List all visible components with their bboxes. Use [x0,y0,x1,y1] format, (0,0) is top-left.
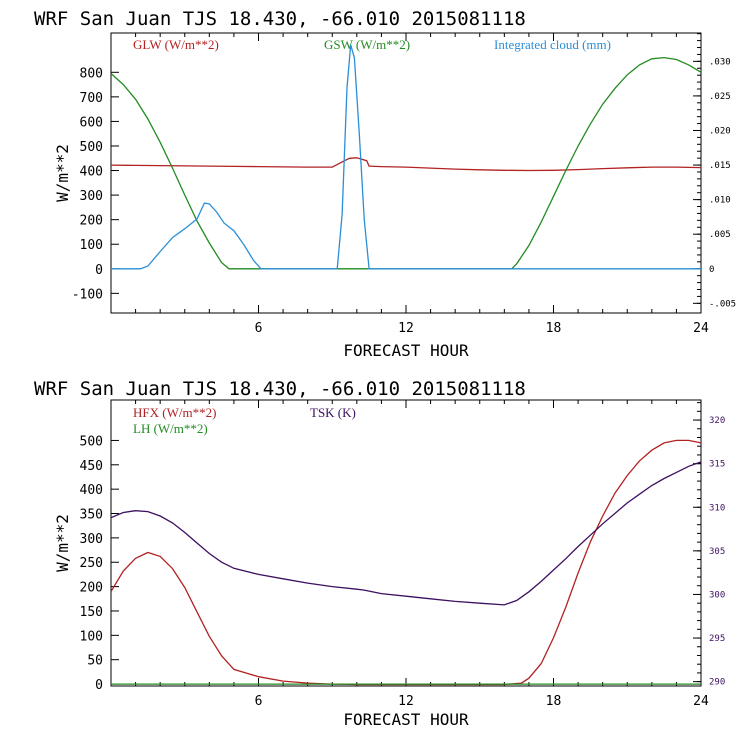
panel-2-xlabel: FORECAST HOUR [343,710,469,729]
panel-1-ytick-label: -100 [72,287,103,302]
panel-2-series-hfx-line [111,439,701,686]
panel-1-ytick-label: 700 [80,91,103,106]
panel-2-y2tick-label: 290 [709,678,725,688]
panel-1-y2tick-label: .025 [709,92,731,102]
panel-2-title: WRF San Juan TJS 18.430, -66.010 2015081… [34,378,526,400]
panel-1-legend-gsw: GSW (W/m**2) [324,37,410,52]
panel-2-y2tick-label: 305 [709,547,725,557]
panel-2-plot-frame [110,399,702,687]
panel-1-ytick-label: 200 [80,214,103,229]
panel-1-y2tick-label: .005 [709,230,731,240]
panel-2-ytick-label: 50 [87,654,103,669]
panel-1-y2tick-label: .030 [709,57,731,67]
panel-1-xlabel: FORECAST HOUR [343,341,469,360]
panel-2-legend-tsk: TSK (K) [310,405,356,420]
panel-1-ytick-label: 800 [80,66,103,81]
panel-2-series-tsk-line [111,461,701,606]
panel-1-xtick-label: 24 [693,321,709,336]
panel-1-ytick-label: 0 [95,263,103,278]
panel-1-y2tick-label: -.005 [709,299,736,309]
panel-1-y2tick-label: .015 [709,161,731,171]
panel-1-y2tick-label: .020 [709,126,731,136]
panel-2-ytick-label: 250 [80,556,103,571]
panel-1-ytick-label: 300 [80,189,103,204]
panel-1-legend-integrated: Integrated cloud (mm) [494,37,611,52]
panel-2-ytick-label: 300 [80,532,103,547]
panel-2-ytick-label: 100 [80,629,103,644]
panel-2-xtick-label: 6 [255,694,263,709]
panel-2-ylabel: W/m**2 [53,514,72,572]
panel-2-ytick-label: 200 [80,581,103,596]
panel-2-ytick-label: 450 [80,459,103,474]
panel-1-y2tick-label: .010 [709,196,731,206]
panel-2-legend-hfx: HFX (W/m**2) [133,405,216,420]
panel-2-legend-lh: LH (W/m**2) [133,421,208,436]
panel-1-xtick-label: 18 [546,321,562,336]
panel-1-ytick-label: 500 [80,140,103,155]
panel-2-ytick-label: 350 [80,508,103,523]
panel-1-ytick-label: 100 [80,238,103,253]
panel-2-xtick-label: 12 [398,694,414,709]
panel-2-y2tick-label: 300 [709,590,725,600]
panel-2-y2tick-label: 320 [709,416,725,426]
panel-1-y2tick-label: 0 [709,265,714,275]
panel-2-ytick-label: 400 [80,483,103,498]
panel-1-ytick-label: 400 [80,165,103,180]
panel-1-xtick-label: 12 [398,321,414,336]
panel-2-y2tick-label: 310 [709,503,725,513]
panel-2-ytick-label: 0 [95,678,103,693]
panel-1-series-integrated-line [111,44,701,270]
panel-2-y2tick-label: 315 [709,460,725,470]
panel-2-xtick-label: 18 [546,694,562,709]
panel-1-title: WRF San Juan TJS 18.430, -66.010 2015081… [34,8,526,30]
panel-2-ytick-label: 500 [80,434,103,449]
panel-1-ytick-label: 600 [80,115,103,130]
panel-1-series-glw-line [111,157,701,172]
panel-1-legend-glw: GLW (W/m**2) [133,37,219,52]
panel-2-y2tick-label: 295 [709,634,725,644]
panel-1-xtick-label: 6 [255,321,263,336]
panel-2-xtick-label: 24 [693,694,709,709]
panel-1-ylabel: W/m**2 [53,144,72,202]
panel-1-plot-frame [110,32,702,314]
panel-2-ytick-label: 150 [80,605,103,620]
panel-1-series-gsw-line [111,56,701,270]
